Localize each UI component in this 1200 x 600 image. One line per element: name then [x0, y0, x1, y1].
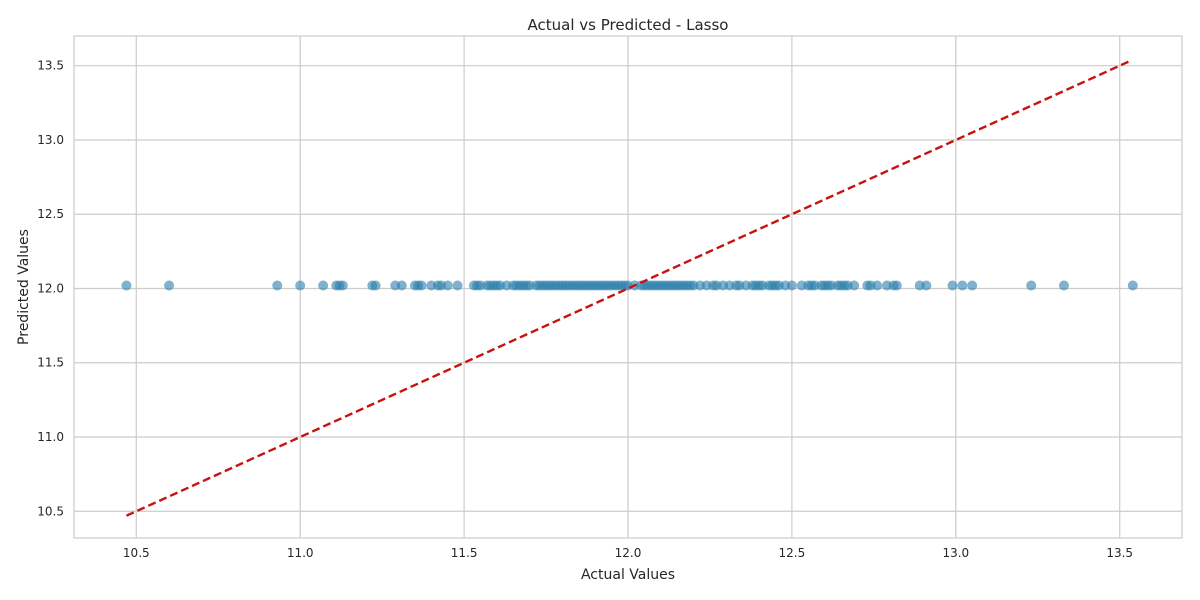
data-point [921, 280, 932, 291]
data-point [337, 280, 348, 291]
x-tick-label: 12.5 [779, 546, 806, 560]
x-tick-label: 10.5 [123, 546, 150, 560]
data-point [849, 280, 860, 291]
data-point [786, 280, 797, 291]
perfect-prediction-line [125, 60, 1131, 517]
y-tick-label: 13.5 [37, 59, 64, 73]
x-tick-labels: 10.5 11.0 11.5 12.0 12.5 13.0 13.5 [123, 546, 1133, 560]
y-tick-label: 10.5 [37, 504, 64, 518]
y-tick-label: 11.5 [37, 356, 64, 370]
data-point [1026, 280, 1037, 291]
plot-frame [73, 35, 1183, 539]
data-point [121, 280, 132, 291]
x-tick-label: 12.0 [615, 546, 642, 560]
data-point [272, 280, 283, 291]
y-tick-label: 11.0 [37, 430, 64, 444]
data-point [318, 280, 329, 291]
y-tick-labels: 10.5 11.0 11.5 12.0 12.5 13.0 13.5 [37, 59, 64, 519]
data-point [872, 280, 883, 291]
data-point [967, 280, 978, 291]
data-point [164, 280, 175, 291]
data-point [947, 280, 958, 291]
data-point [295, 280, 306, 291]
x-tick-label: 11.0 [287, 546, 314, 560]
data-point [452, 280, 463, 291]
reference-line-layer [125, 60, 1131, 517]
data-point [891, 280, 902, 291]
data-point [396, 280, 407, 291]
x-tick-label: 13.0 [942, 546, 969, 560]
data-point [442, 280, 453, 291]
x-tick-label: 13.5 [1106, 546, 1133, 560]
data-point [416, 280, 427, 291]
data-point [370, 280, 381, 291]
points-layer [121, 280, 1138, 291]
data-point [1127, 280, 1138, 291]
data-point [957, 280, 968, 291]
y-tick-label: 12.5 [37, 207, 64, 221]
chart-title: Actual vs Predicted - Lasso [528, 16, 729, 34]
x-axis-title: Actual Values [581, 567, 675, 583]
y-tick-label: 12.0 [37, 281, 64, 295]
y-axis-title: Predicted Values [16, 229, 32, 345]
x-tick-label: 11.5 [451, 546, 478, 560]
data-point [1058, 280, 1069, 291]
y-tick-label: 13.0 [37, 133, 64, 147]
